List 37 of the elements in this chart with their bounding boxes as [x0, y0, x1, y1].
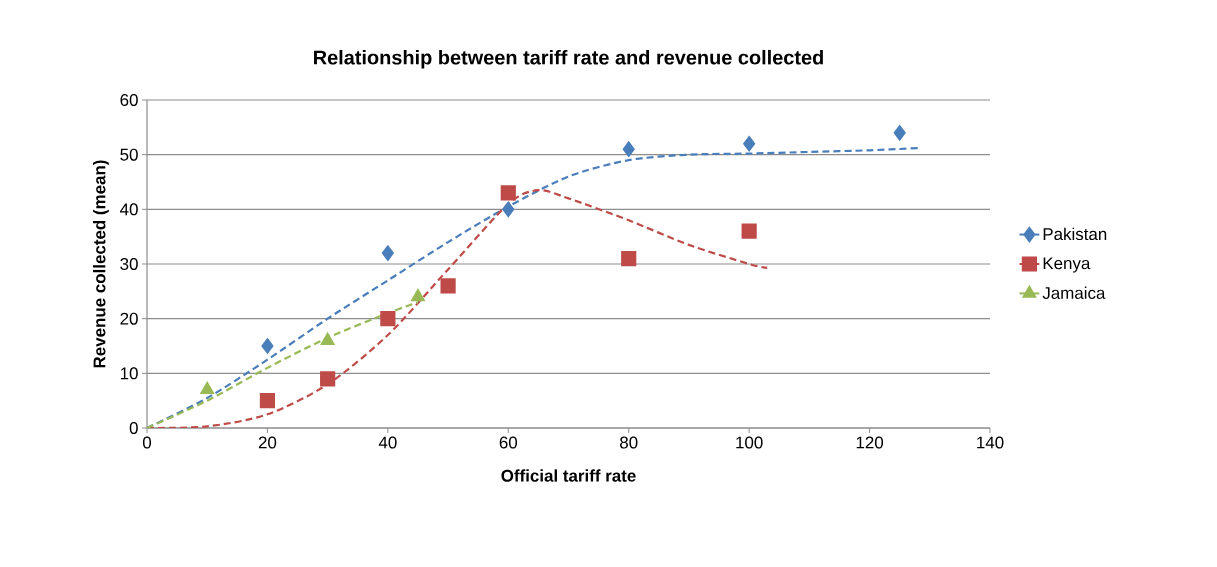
point [411, 289, 425, 302]
point [621, 250, 637, 267]
x-tick-label: 40 [378, 436, 397, 449]
x-tick-label: 140 [977, 436, 1004, 449]
y-axis-title: Revenue collected (mean) [93, 160, 109, 368]
point [741, 223, 757, 239]
y-tick-label: 30 [120, 258, 138, 270]
y-tick-label: 60 [120, 94, 138, 106]
point [261, 338, 274, 354]
x-tick-label: 60 [499, 436, 518, 449]
y-tick-label: 20 [120, 312, 138, 325]
y-tick-label: 10 [120, 367, 138, 380]
point [743, 136, 756, 152]
x-tick-label: 20 [258, 436, 277, 449]
point [259, 393, 276, 409]
legend-label: Jamaica [1042, 286, 1106, 299]
chart-title: Relationship between tariff rate and revenue collected [314, 49, 823, 69]
point [893, 125, 906, 141]
x-tick-label: 100 [736, 436, 763, 449]
point [381, 245, 394, 261]
y-tick-label: 0 [129, 422, 138, 434]
x-tick-label: 120 [856, 436, 884, 449]
point [200, 382, 214, 395]
point [320, 371, 336, 387]
x-axis-title: Official tariff rate [501, 469, 636, 482]
x-tick-label: 80 [620, 436, 638, 449]
point [320, 332, 335, 345]
y-tick-label: 40 [120, 203, 138, 216]
y-tick-label: 50 [120, 148, 138, 161]
legend-label: Pakistan [1043, 227, 1107, 241]
point [440, 278, 456, 294]
x-tick-label: 0 [142, 436, 152, 449]
point [500, 185, 516, 201]
legend-label: Kenya [1043, 257, 1091, 273]
point [380, 311, 396, 327]
point [622, 141, 635, 157]
point [502, 201, 515, 217]
